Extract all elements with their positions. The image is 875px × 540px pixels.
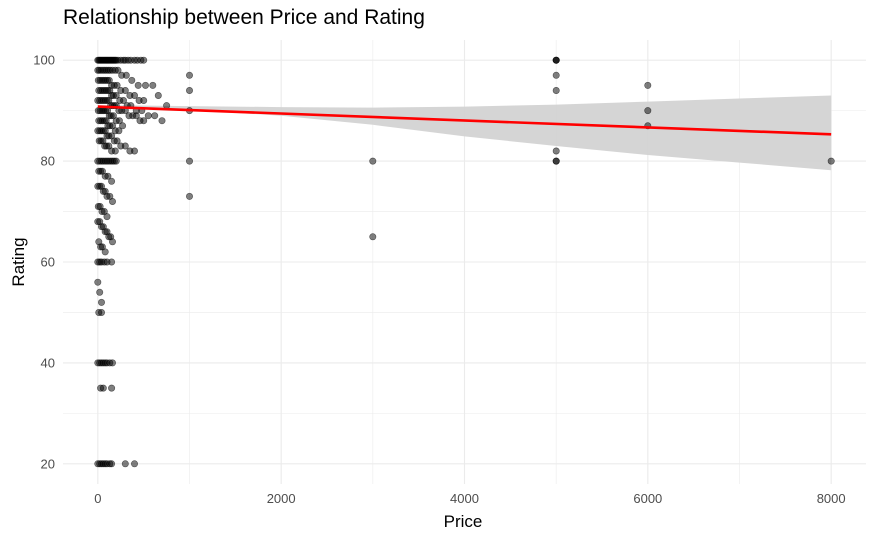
y-axis-title: Rating bbox=[9, 237, 28, 286]
data-point bbox=[108, 460, 116, 468]
data-point bbox=[108, 384, 116, 392]
data-point bbox=[112, 157, 120, 165]
data-point bbox=[552, 87, 560, 95]
data-point bbox=[552, 147, 560, 155]
data-point bbox=[98, 308, 106, 316]
data-point bbox=[109, 238, 117, 246]
data-point bbox=[108, 258, 116, 266]
data-point bbox=[104, 172, 112, 180]
data-point bbox=[369, 157, 377, 165]
data-point bbox=[112, 92, 120, 100]
data-point bbox=[186, 71, 194, 79]
data-point bbox=[109, 198, 117, 206]
data-point bbox=[134, 81, 142, 89]
chart-title: Relationship between Price and Rating bbox=[63, 6, 425, 29]
data-point bbox=[121, 142, 129, 150]
data-point bbox=[140, 117, 148, 125]
data-point bbox=[108, 177, 116, 185]
data-point bbox=[154, 92, 162, 100]
data-point bbox=[113, 137, 121, 145]
data-point bbox=[114, 66, 122, 74]
data-point bbox=[186, 157, 194, 165]
data-point bbox=[119, 122, 127, 130]
data-point bbox=[149, 81, 157, 89]
data-point bbox=[131, 147, 139, 155]
data-point bbox=[113, 81, 121, 89]
data-point bbox=[121, 87, 129, 95]
data-point bbox=[122, 71, 130, 79]
data-point bbox=[827, 157, 835, 165]
data-point bbox=[96, 288, 104, 296]
y-tick-label: 60 bbox=[41, 255, 55, 270]
data-point bbox=[186, 87, 194, 95]
data-point bbox=[644, 81, 652, 89]
data-point bbox=[132, 112, 140, 120]
data-point bbox=[131, 92, 139, 100]
y-tick-labels: 20 40 60 80 100 bbox=[33, 53, 55, 472]
data-point bbox=[115, 127, 123, 135]
y-tick-label: 80 bbox=[41, 154, 55, 169]
data-point bbox=[144, 112, 152, 120]
data-point bbox=[103, 213, 111, 221]
data-point bbox=[109, 359, 117, 367]
x-tick-label: 6000 bbox=[633, 491, 662, 506]
data-point bbox=[121, 460, 129, 468]
data-point bbox=[151, 112, 159, 120]
data-point bbox=[186, 192, 194, 200]
data-point bbox=[111, 147, 119, 155]
data-point bbox=[369, 233, 377, 241]
data-point bbox=[99, 384, 107, 392]
data-point bbox=[140, 56, 148, 64]
x-tick-labels: 0 2000 4000 6000 8000 bbox=[94, 491, 845, 506]
trend-line bbox=[97, 105, 832, 136]
x-tick-label: 0 bbox=[94, 491, 101, 506]
data-point bbox=[131, 460, 139, 468]
data-point bbox=[644, 107, 652, 115]
data-point bbox=[101, 248, 109, 256]
y-tick-label: 100 bbox=[33, 53, 55, 68]
x-tick-label: 2000 bbox=[267, 491, 296, 506]
data-point bbox=[120, 97, 128, 105]
data-point bbox=[98, 298, 106, 306]
x-tick-label: 8000 bbox=[817, 491, 846, 506]
points-layer bbox=[94, 56, 835, 468]
y-tick-label: 20 bbox=[41, 456, 55, 471]
data-point bbox=[552, 157, 560, 165]
trend-line-layer bbox=[97, 105, 832, 136]
data-point bbox=[552, 56, 560, 64]
data-point bbox=[142, 81, 150, 89]
data-point bbox=[94, 278, 102, 286]
data-point bbox=[140, 97, 148, 105]
x-axis-title: Price bbox=[444, 512, 483, 531]
data-point bbox=[115, 117, 123, 125]
y-tick-label: 40 bbox=[41, 355, 55, 370]
data-point bbox=[128, 76, 136, 84]
data-point bbox=[552, 71, 560, 79]
data-point bbox=[158, 117, 166, 125]
x-tick-label: 4000 bbox=[450, 491, 479, 506]
